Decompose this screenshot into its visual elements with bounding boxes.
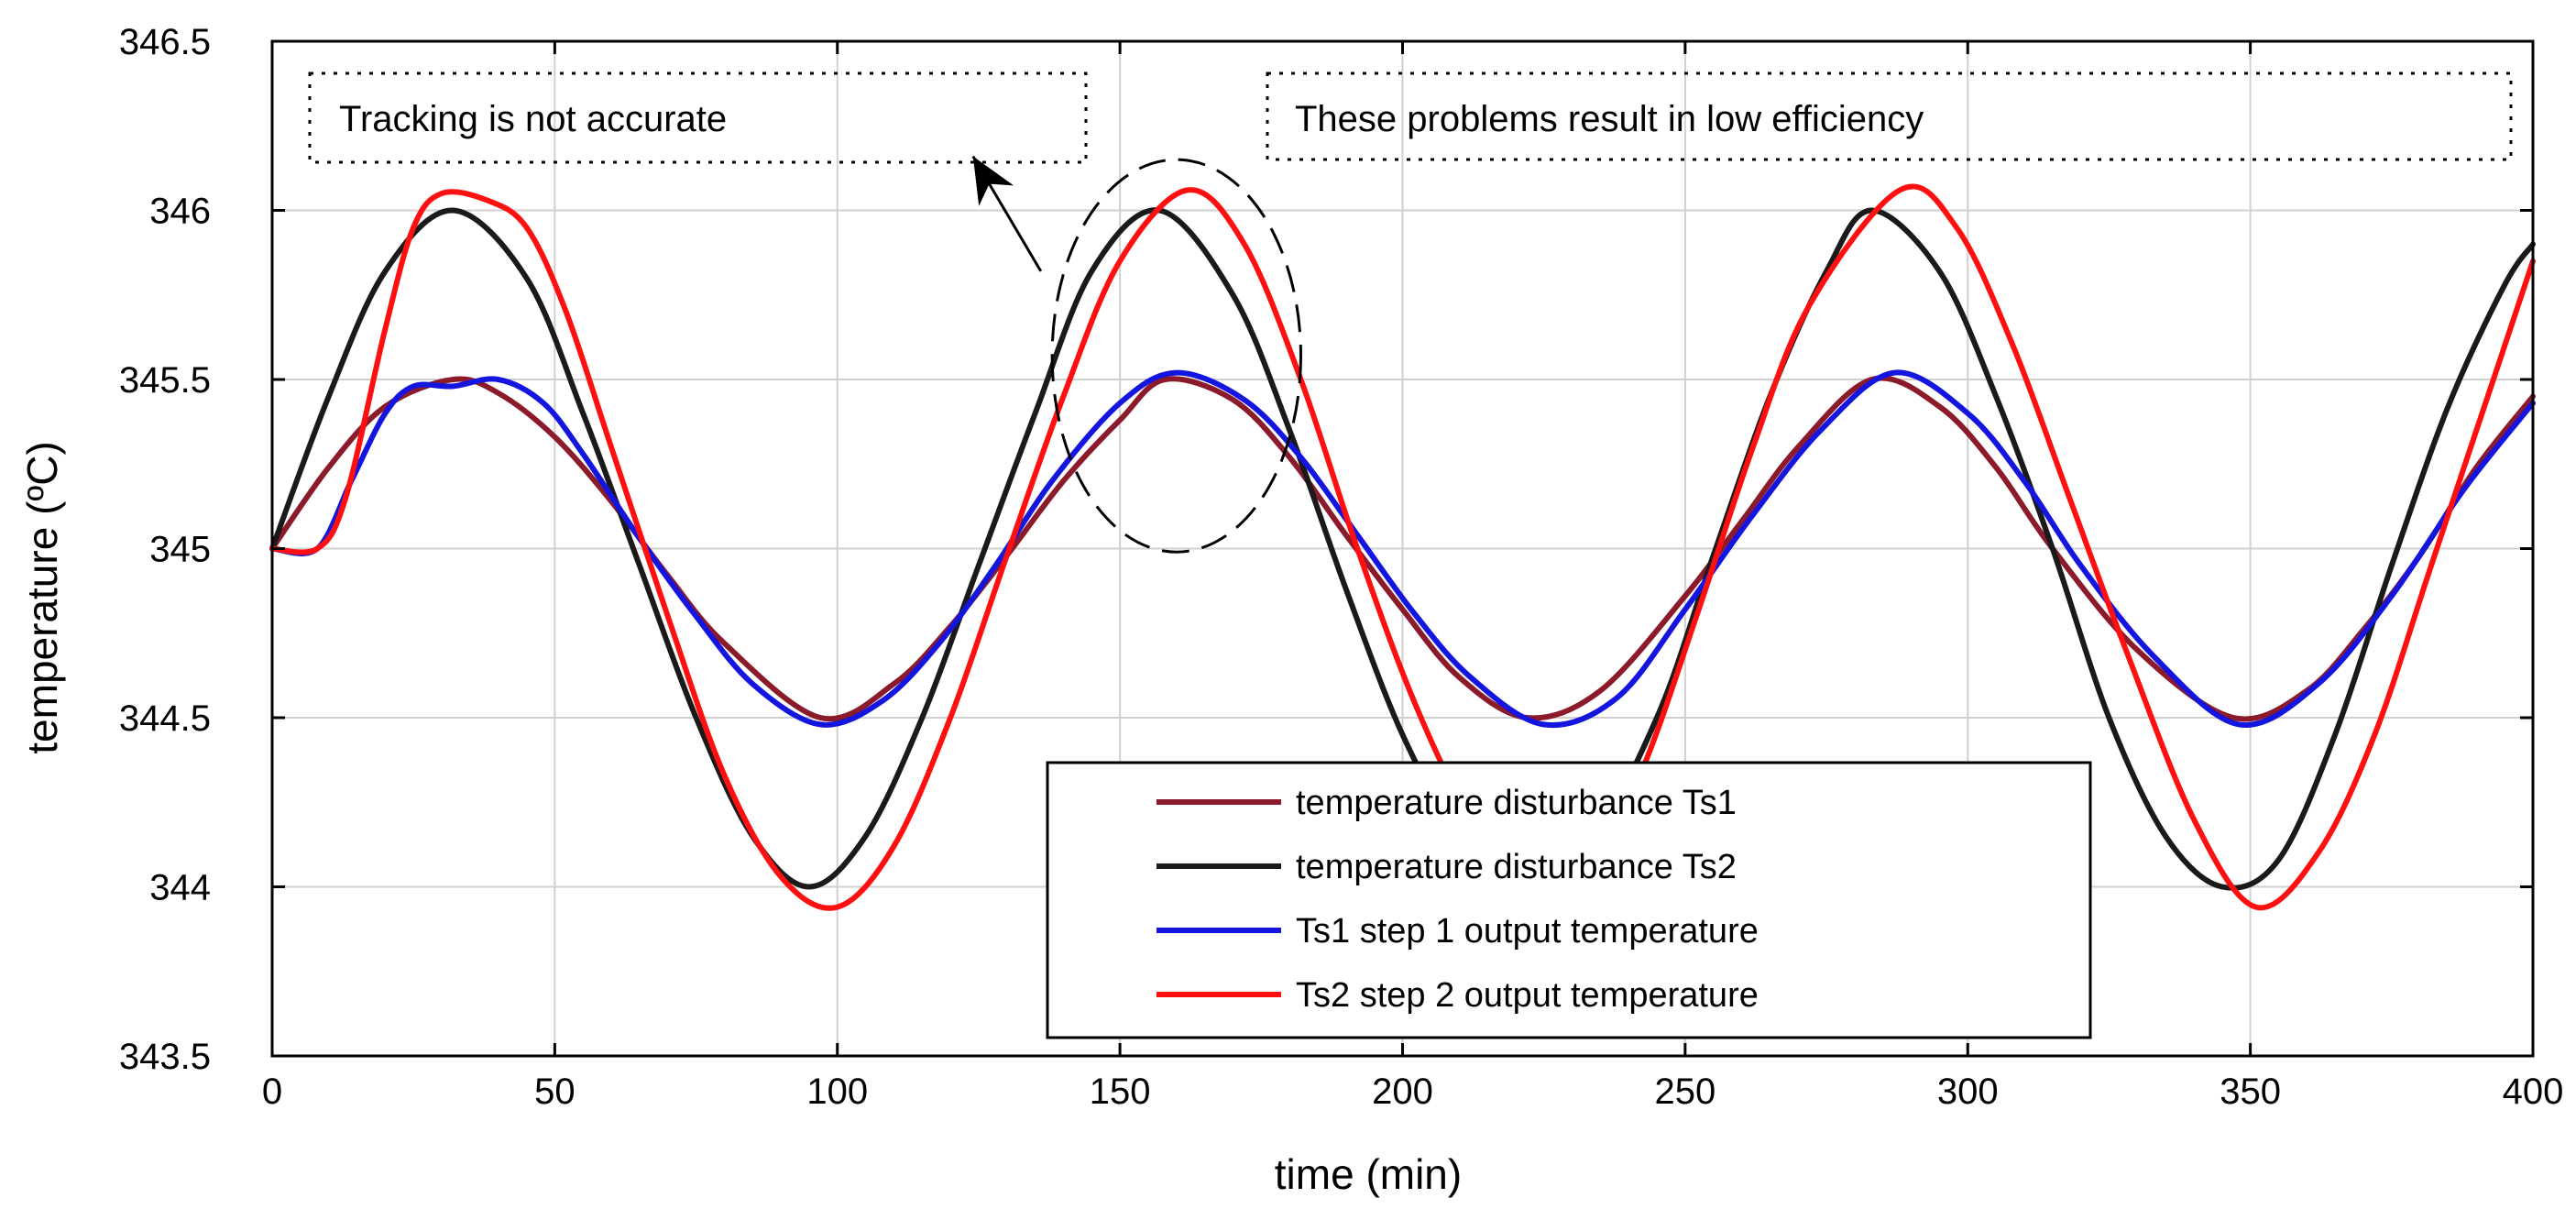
x-tick-label: 300 xyxy=(1937,1072,1999,1112)
annotation-box-tracking xyxy=(308,71,1088,164)
y-tick-label: 344.5 xyxy=(119,698,211,739)
legend-label-step2: Ts2 step 2 output temperature xyxy=(1296,976,1759,1015)
highlight-ellipse xyxy=(1050,158,1302,554)
series-line-ts2-disturbance xyxy=(269,207,2536,891)
x-tick-label: 250 xyxy=(1655,1072,1716,1112)
x-tick-label: 350 xyxy=(2220,1072,2281,1112)
y-tick-label: 346 xyxy=(149,192,211,232)
annotation-text-tracking: Tracking is not accurate xyxy=(339,99,727,139)
x-tick-label: 100 xyxy=(806,1072,868,1112)
y-tick-label: 344 xyxy=(149,868,211,908)
y-tick-label: 343.5 xyxy=(119,1037,211,1077)
axis-ticks: 0 50 100 150 200 250 300 350 400 343.5 344 344.5 345… xyxy=(119,22,2563,1112)
x-axis-title: time (min) xyxy=(1275,1150,1462,1198)
annotation-text-efficiency: These problems result in low efficiency xyxy=(1295,99,1924,139)
legend-label-step1: Ts1 step 1 output temperature xyxy=(1296,912,1759,951)
x-tick-label: 400 xyxy=(2503,1072,2564,1112)
x-tick-label: 200 xyxy=(1372,1072,1433,1112)
annotation-arrow-head xyxy=(972,156,1014,206)
annotation-box-efficiency xyxy=(1266,71,2513,161)
x-tick-label: 50 xyxy=(534,1072,575,1112)
legend-label-ts2: temperature disturbance Ts2 xyxy=(1296,848,1737,886)
y-tick-label: 345.5 xyxy=(119,360,211,401)
legend-label-ts1: temperature disturbance Ts1 xyxy=(1296,784,1737,822)
y-tick-label: 346.5 xyxy=(119,22,211,62)
x-tick-label: 150 xyxy=(1090,1072,1151,1112)
series-lines xyxy=(269,183,2536,911)
x-tick-label: 0 xyxy=(262,1072,282,1112)
highlight-overlay xyxy=(971,155,1302,554)
legend: temperature disturbance Ts1 temperature … xyxy=(1046,761,2092,1039)
series-line-ts2-step2-output xyxy=(269,183,2536,911)
y-axis-title: temperature (ºC) xyxy=(18,441,66,753)
series-line-ts1-step1-output xyxy=(269,369,2536,729)
annotation-boxes: Tracking is not accurate These problems … xyxy=(308,71,2513,164)
y-tick-label: 345 xyxy=(149,530,211,570)
